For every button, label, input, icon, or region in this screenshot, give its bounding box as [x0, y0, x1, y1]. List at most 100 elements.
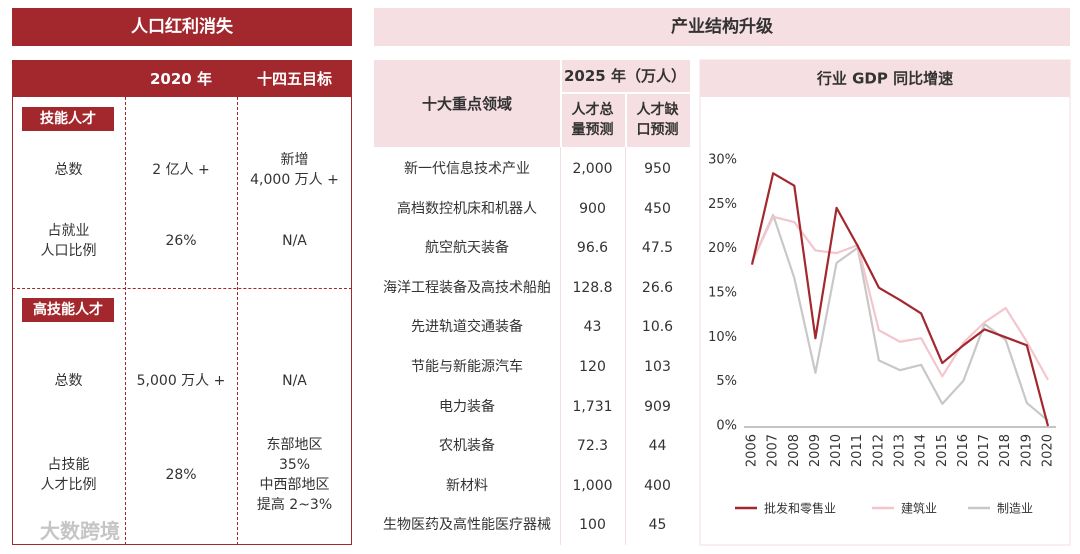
row-label: 总数 — [12, 140, 125, 200]
table-field: 新材料 — [446, 477, 488, 494]
table-field: 先进轨道交通装备 — [411, 319, 523, 336]
divider — [625, 147, 626, 545]
text-line: 人才总 — [571, 101, 614, 118]
text-line: 中西部地区 — [259, 477, 330, 493]
chart-title: 行业 GDP 同比增速 — [816, 70, 953, 88]
x-tick-label: 2007 — [766, 434, 781, 467]
text-line: 提高 2~3% — [256, 497, 333, 513]
row-target: N/A — [237, 350, 352, 412]
field-header: 十大重点领域 — [421, 94, 512, 113]
column-header: 十四五目标 — [256, 69, 332, 88]
row-value: 5,000 万人 + — [125, 350, 237, 412]
table-value: 120 — [579, 359, 606, 375]
divider — [237, 97, 238, 545]
left-title: 人口红利消失 — [12, 8, 352, 46]
text-line: 量预测 — [571, 121, 614, 138]
y-tick-label: 20% — [708, 241, 737, 256]
divider — [560, 147, 561, 545]
text-line: N/A — [282, 233, 307, 249]
table-value: 2,000 — [572, 161, 613, 177]
table-field: 航空航天装备 — [425, 240, 509, 257]
table-value: 900 — [579, 200, 606, 217]
table-value: 26.6 — [641, 279, 674, 296]
chart-frame — [699, 59, 1071, 546]
text-line: 人才缺 — [636, 101, 679, 118]
y-tick-label: 10% — [708, 330, 737, 345]
table-value: 1,000 — [572, 477, 613, 494]
column-header: 人才总 量预测 — [560, 92, 625, 147]
table-value: 44 — [648, 438, 667, 455]
column-header: 人才缺 口预测 — [625, 92, 690, 147]
text-line: N/A — [282, 373, 307, 389]
divider — [560, 60, 562, 545]
text-line: 28% — [165, 467, 197, 483]
chart-title-bg — [700, 60, 1070, 97]
table-field: 新一代信息技术产业 — [404, 161, 530, 177]
row-value: 28% — [125, 418, 237, 532]
table-value: 100 — [579, 517, 606, 534]
table-value: 47.5 — [641, 240, 674, 257]
x-tick-label: 2017 — [977, 434, 992, 467]
y-tick-label: 5% — [716, 374, 737, 389]
table-value: 10.6 — [641, 319, 674, 336]
table-field: 农机装备 — [439, 438, 495, 455]
y-tick-label: 0% — [716, 419, 737, 434]
table-value: 103 — [644, 359, 671, 375]
x-tick-label: 2016 — [956, 434, 971, 467]
text-line: 东部地区 — [266, 437, 323, 453]
x-tick-label: 2020 — [1041, 434, 1056, 467]
badge: 高技能人才 — [22, 298, 114, 322]
text-line: 占技能 — [47, 457, 90, 473]
badge: 技能人才 — [22, 107, 114, 131]
table-value: 400 — [644, 477, 671, 494]
row-label: 总数 — [12, 350, 125, 412]
text-line: 总数 — [54, 162, 83, 178]
series-line — [750, 213, 1049, 422]
y-tick-label: 30% — [708, 153, 737, 168]
table-field: 海洋工程装备及高技术船舶 — [383, 279, 551, 296]
group-header: 2025 年（万人） — [564, 67, 686, 85]
row-label: 占就业 人口比例 — [12, 205, 125, 277]
legend-label: 制造业 — [997, 502, 1033, 516]
text-line: 人才比例 — [40, 477, 97, 493]
legend-label: 建筑业 — [901, 501, 937, 516]
x-tick-label: 2018 — [998, 434, 1013, 467]
table-field: 生物医药及高性能医疗器械 — [383, 517, 551, 534]
table-value: 45 — [648, 517, 667, 534]
x-tick-label: 2014 — [914, 434, 929, 467]
text-line: 口预测 — [636, 121, 679, 138]
row-target: 新增 4,000 万人 + — [237, 140, 352, 200]
text-line: 新增 — [280, 152, 309, 168]
column-header: 2020 年 — [150, 69, 212, 88]
table-value: 1,731 — [572, 398, 613, 415]
row-target: N/A — [237, 205, 352, 277]
table-value: 72.3 — [576, 438, 609, 455]
text-line: 总数 — [54, 373, 83, 389]
table-value: 450 — [644, 200, 671, 217]
watermark: 大数跨境 — [40, 519, 120, 543]
x-tick-label: 2019 — [1019, 434, 1034, 467]
x-tick-label: 2012 — [871, 434, 886, 467]
y-tick-label: 25% — [708, 197, 737, 212]
x-tick-label: 2013 — [893, 434, 908, 467]
table-value: 950 — [644, 161, 671, 177]
x-tick-label: 2006 — [745, 434, 760, 467]
series-line — [751, 215, 1049, 381]
x-tick-label: 2015 — [935, 434, 950, 467]
divider — [560, 92, 690, 94]
row-label: 占技能 人才比例 — [12, 418, 125, 532]
x-tick-label: 2009 — [808, 434, 823, 467]
table-value: 96.6 — [576, 240, 609, 257]
text-line: 2 亿人 + — [152, 162, 210, 178]
legend-label: 批发和零售业 — [764, 501, 836, 516]
left-header — [12, 60, 352, 97]
divider — [625, 92, 627, 545]
table-field: 节能与新能源汽车 — [411, 359, 523, 375]
table-field: 高档数控机床和机器人 — [397, 200, 537, 217]
table-value: 43 — [583, 319, 602, 336]
text-line: 26% — [165, 233, 197, 249]
divider — [125, 97, 126, 545]
x-tick-label: 2011 — [850, 434, 865, 467]
